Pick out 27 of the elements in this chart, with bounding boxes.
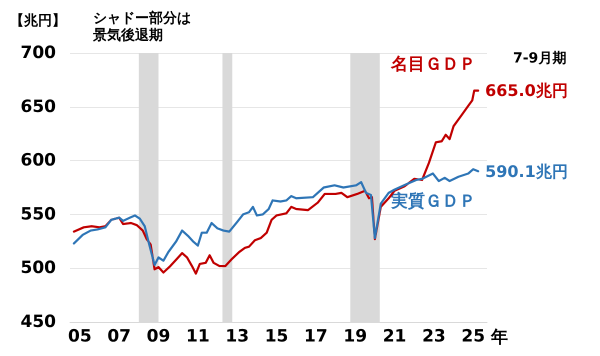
x-tick-label: 15 <box>264 326 288 346</box>
y-tick-label: 500 <box>20 258 56 278</box>
annotation: 590.1兆円 <box>485 162 568 181</box>
annotation: 665.0兆円 <box>485 81 568 100</box>
x-tick-label: 21 <box>382 326 406 346</box>
text: シャドー部分は景気後退期 <box>92 10 191 44</box>
y-tick-label: 450 <box>20 312 56 332</box>
y-tick-label: 650 <box>20 96 56 117</box>
series-label: 名目ＧＤＰ <box>390 54 476 75</box>
x-tick-label: 11 <box>186 326 210 346</box>
x-tick-label: 19 <box>343 326 368 346</box>
x-tick-label: 07 <box>107 326 132 346</box>
x-tick-label: 25 <box>461 326 486 346</box>
series-label: 実質ＧＤＰ <box>390 191 476 212</box>
y-axis-title: 【兆円】 <box>10 13 66 29</box>
line-series <box>72 90 480 275</box>
x-tick-label: 23 <box>422 326 446 346</box>
x-tick-label: 17 <box>304 326 328 346</box>
text: 年 <box>490 328 508 348</box>
x-tick-label: 09 <box>146 326 170 346</box>
y-tick-label: 550 <box>20 204 56 224</box>
x-tick-label: 05 <box>68 326 92 346</box>
line-series <box>72 168 480 266</box>
y-tick-label: 600 <box>20 150 56 171</box>
x-tick-label: 13 <box>225 326 250 346</box>
y-tick-label: 700 <box>20 43 56 63</box>
text: 7-9月期 <box>513 50 566 66</box>
